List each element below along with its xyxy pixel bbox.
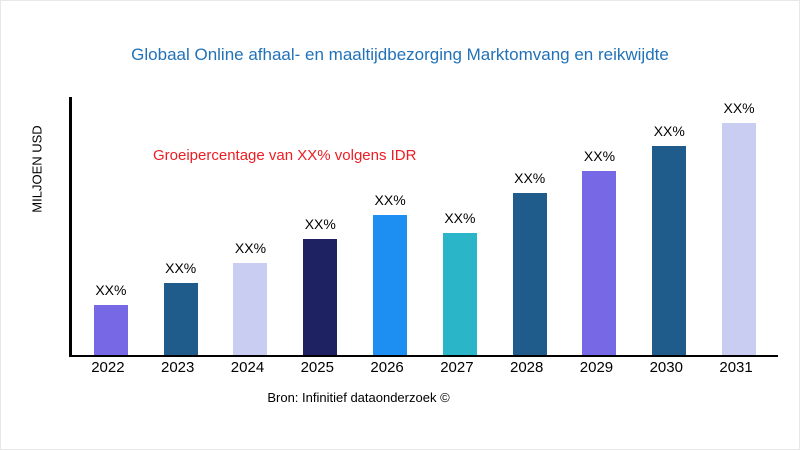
bar-group: XX%: [146, 260, 216, 355]
bar-value-label: XX%: [444, 210, 476, 226]
bar-value-label: XX%: [374, 192, 406, 208]
bars-row: XX% XX% XX% XX% XX% XX% XX% XX% XX% XX%: [72, 97, 778, 355]
ticks-row: 2022 2023 2024 2025 2026 2027 2028 2029 2030 2031: [69, 359, 775, 376]
bar-value-label: XX%: [95, 282, 127, 298]
bar-group: XX%: [495, 170, 565, 355]
bar-group: XX%: [216, 240, 286, 355]
bar: [512, 193, 547, 355]
bar: [163, 283, 198, 355]
plot-area: XX% XX% XX% XX% XX% XX% XX% XX% XX% XX%: [69, 97, 778, 357]
bar-group: XX%: [634, 123, 704, 355]
bar: [233, 263, 268, 355]
y-axis-label: MILJOEN USD: [29, 125, 45, 213]
bar: [303, 239, 338, 355]
bar: [442, 233, 477, 355]
bar-group: XX%: [285, 216, 355, 355]
bar-value-label: XX%: [304, 216, 336, 232]
x-tick-label: 2024: [230, 359, 265, 376]
x-tick-label: 2028: [509, 359, 544, 376]
x-tick-label: 2023: [161, 359, 195, 376]
source-caption: Bron: Infinitief dataonderzoek ©: [267, 390, 450, 405]
x-tick-label: 2030: [649, 359, 683, 376]
bar-value-label: XX%: [653, 123, 685, 139]
bar-group: XX%: [565, 148, 635, 355]
bar-value-label: XX%: [165, 260, 197, 276]
bar-value-label: XX%: [234, 240, 267, 256]
x-tick-label: 2029: [579, 359, 614, 376]
bar-value-label: XX%: [583, 148, 616, 164]
bar-group: XX%: [425, 210, 495, 355]
x-tick-label: 2022: [91, 359, 125, 376]
chart-title: Globaal Online afhaal- en maaltijdbezorg…: [131, 45, 669, 64]
bar-group: XX%: [76, 282, 146, 355]
bar: [722, 123, 757, 355]
bar: [652, 146, 687, 355]
x-tick-label: 2027: [440, 359, 474, 376]
bar: [93, 305, 128, 355]
bar: [373, 215, 408, 355]
bar-group: XX%: [355, 192, 425, 355]
bar-value-label: XX%: [514, 170, 546, 186]
bar-group: XX%: [704, 100, 774, 355]
x-tick-label: 2026: [370, 359, 404, 376]
x-tick-label: 2025: [300, 359, 334, 376]
x-tick-label: 2031: [719, 359, 753, 376]
bar-value-label: XX%: [723, 100, 755, 116]
bar: [582, 171, 617, 355]
growth-annotation: Groeipercentage van XX% volgens IDR: [153, 147, 417, 164]
